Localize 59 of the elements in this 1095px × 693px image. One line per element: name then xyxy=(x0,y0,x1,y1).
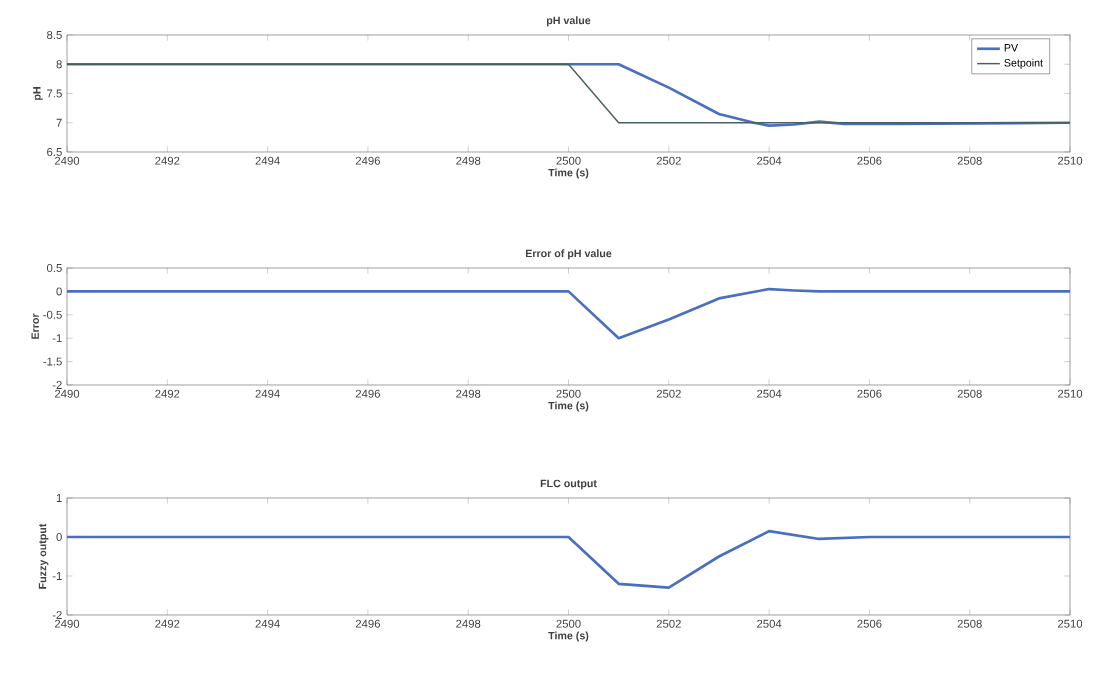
y-tick-label: 0 xyxy=(56,533,62,541)
x-tick-label: 2496 xyxy=(355,389,381,398)
x-tick-label: 2510 xyxy=(1057,156,1083,165)
y-tick-label: 0.5 xyxy=(46,263,62,272)
legend-label: Setpoint xyxy=(1004,58,1043,69)
chart-title: pH value xyxy=(546,16,591,27)
x-tick-label: 2490 xyxy=(54,156,80,165)
y-tick-label: 8.5 xyxy=(47,30,62,39)
x-tick-label: 2506 xyxy=(857,156,882,165)
y-tick-label: -1.5 xyxy=(43,357,62,366)
x-tick-label: 2496 xyxy=(355,156,381,165)
x-tick-label: 2500 xyxy=(556,389,581,398)
x-tick-label: 2500 xyxy=(556,156,581,165)
chart-title: Error of pH value xyxy=(525,249,612,260)
y-tick-label: 7.5 xyxy=(47,89,62,98)
x-tick-label: 2510 xyxy=(1057,389,1083,398)
y-tick-label: 7 xyxy=(56,118,62,127)
x-axis-title: Time (s) xyxy=(548,631,589,642)
y-tick-label: 8 xyxy=(56,60,62,69)
x-tick-label: 2498 xyxy=(456,389,481,398)
x-tick-label: 2508 xyxy=(957,389,982,398)
x-tick-label: 2508 xyxy=(957,156,982,165)
x-tick-label: 2502 xyxy=(656,619,681,628)
y-axis-title: pH xyxy=(33,87,43,100)
x-tick-label: 2492 xyxy=(155,619,180,628)
x-axis-title: Time (s) xyxy=(548,401,589,412)
y-axis-title: Fuzzy output xyxy=(38,523,49,589)
x-tick-label: 2490 xyxy=(54,389,80,398)
x-tick-label: 2506 xyxy=(857,619,882,628)
y-tick-label: -2 xyxy=(52,611,62,619)
chart-title: FLC output xyxy=(540,479,597,490)
x-tick-label: 2492 xyxy=(155,389,180,398)
x-tick-label: 2494 xyxy=(255,156,280,165)
x-tick-label: 2496 xyxy=(355,619,381,628)
x-tick-label: 2506 xyxy=(857,389,882,398)
x-tick-label: 2498 xyxy=(456,619,481,628)
y-tick-label: 1 xyxy=(56,494,62,502)
x-tick-label: 2500 xyxy=(556,619,581,628)
x-tick-label: 2494 xyxy=(255,619,280,628)
x-tick-label: 2498 xyxy=(456,156,481,165)
y-tick-label: -1 xyxy=(52,334,62,343)
legend-label: PV xyxy=(1004,44,1019,52)
y-tick-label: 0 xyxy=(56,287,62,296)
x-tick-label: 2504 xyxy=(757,156,782,165)
x-tick-label: 2490 xyxy=(54,619,80,628)
x-tick-label: 2504 xyxy=(757,389,782,398)
x-tick-label: 2494 xyxy=(255,389,280,398)
x-tick-label: 2492 xyxy=(155,156,180,165)
y-tick-label: 6.5 xyxy=(47,147,62,156)
x-tick-label: 2502 xyxy=(656,389,681,398)
y-tick-label: -0.5 xyxy=(43,310,62,319)
x-tick-label: 2502 xyxy=(656,156,681,165)
x-tick-label: 2510 xyxy=(1057,619,1083,628)
y-axis-title: Error xyxy=(31,313,39,339)
y-tick-label: -2 xyxy=(52,381,62,389)
x-tick-label: 2504 xyxy=(757,619,782,628)
x-axis-title: Time (s) xyxy=(548,168,589,179)
x-tick-label: 2508 xyxy=(957,619,982,628)
y-tick-label: -1 xyxy=(52,572,62,580)
